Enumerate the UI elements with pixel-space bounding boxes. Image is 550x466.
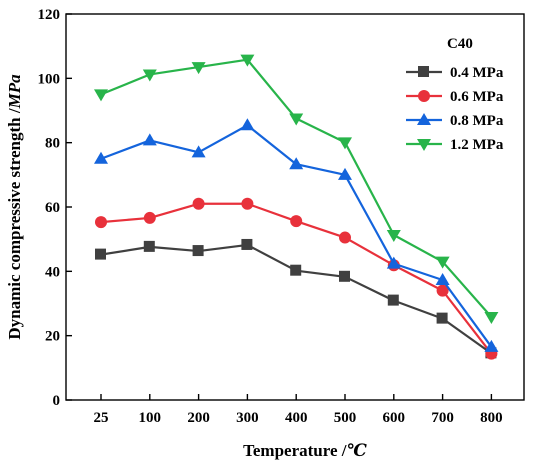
data-point: [94, 151, 108, 164]
data-point: [436, 312, 448, 324]
data-point: [192, 245, 204, 257]
data-point: [95, 216, 107, 229]
x-axis-title: Temperature /℃: [243, 441, 367, 460]
x-tick-label: 25: [94, 410, 109, 426]
data-point: [142, 133, 157, 146]
data-point: [435, 273, 450, 286]
series-line: [100, 243, 493, 355]
data-point: [387, 294, 399, 306]
data-point: [484, 339, 499, 352]
x-tick-label: 300: [236, 410, 259, 426]
data-point: [143, 240, 155, 252]
x-tick-label: 600: [383, 410, 406, 426]
data-point: [289, 113, 304, 126]
y-tick-label: 80: [45, 136, 60, 152]
data-point: [484, 312, 499, 325]
x-tick-label: 200: [187, 410, 210, 426]
data-point: [95, 248, 106, 260]
legend-marker: [418, 90, 430, 102]
data-point: [338, 137, 352, 150]
data-point: [386, 256, 401, 269]
y-tick-label: 100: [38, 71, 61, 87]
data-point: [290, 215, 303, 228]
data-point: [290, 264, 302, 276]
y-tick-label: 0: [53, 393, 61, 409]
legend-item: 1.2 MPa: [406, 137, 504, 153]
data-point: [386, 229, 401, 242]
data-point: [240, 54, 255, 67]
legend-label: 0.8 MPa: [450, 113, 504, 129]
data-point: [191, 62, 206, 75]
data-point: [339, 231, 351, 244]
y-tick-label: 40: [45, 264, 60, 280]
legend-item: 0.6 MPa: [406, 89, 504, 105]
data-point: [241, 238, 253, 250]
series-layer: [94, 54, 499, 360]
legend-item: 0.4 MPa: [406, 65, 504, 81]
data-point: [94, 89, 108, 102]
y-tick-label: 20: [45, 329, 60, 345]
legend-marker: [417, 139, 431, 151]
legend-marker: [418, 66, 429, 77]
x-tick-label: 100: [139, 410, 162, 426]
x-tick-label: 800: [480, 410, 503, 426]
data-point: [240, 118, 255, 131]
legend-label: 0.4 MPa: [450, 65, 504, 81]
data-point: [192, 197, 205, 210]
y-tick-label: 60: [45, 200, 60, 216]
data-point: [436, 284, 449, 297]
data-point: [191, 145, 206, 158]
y-axis-title: Dynamic compressive strength /MPa: [5, 74, 24, 340]
x-tick-label: 500: [334, 410, 357, 426]
legend-label: 0.6 MPa: [450, 89, 504, 105]
x-axis: 25 100 200 300 400 500 600 700 800: [94, 394, 503, 426]
y-axis: 0 20 40 60 80 100 120: [38, 7, 72, 409]
data-point: [241, 197, 254, 210]
data-point: [435, 256, 450, 269]
data-point: [339, 270, 350, 282]
series-line: [100, 58, 493, 318]
x-tick-label: 700: [431, 410, 454, 426]
series-3: [94, 118, 499, 352]
data-point: [143, 211, 156, 224]
y-tick-label: 120: [38, 7, 61, 23]
data-point: [289, 157, 304, 170]
data-point: [338, 167, 352, 180]
data-point: [142, 69, 157, 82]
legend-title: C40: [447, 36, 473, 52]
legend: C40 0.4 MPa 0.6 MPa 0.8 MPa 1.2 MPa: [406, 36, 504, 153]
legend-marker: [417, 113, 431, 125]
legend-item: 0.8 MPa: [406, 113, 504, 129]
x-tick-label: 400: [285, 410, 308, 426]
legend-label: 1.2 MPa: [450, 137, 504, 153]
series-4: [94, 54, 499, 325]
